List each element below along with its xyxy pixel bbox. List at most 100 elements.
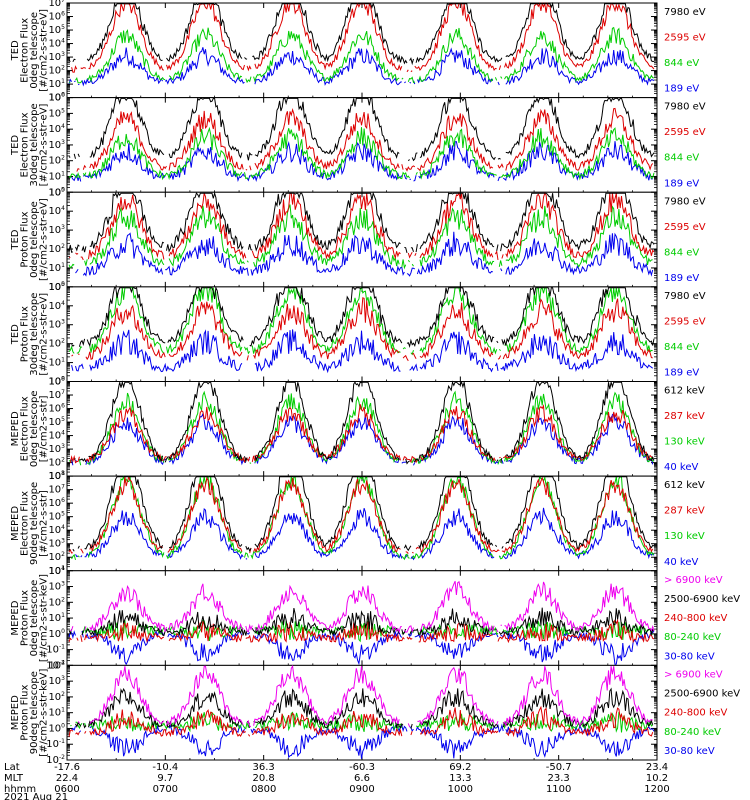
y-tick-label: 100 xyxy=(48,281,65,293)
y-tick-label: 105 xyxy=(48,511,65,523)
y-tick-label: 104 xyxy=(48,205,65,217)
channel-label: 2595 eV xyxy=(664,127,706,138)
x-tick-lat: 69.2 xyxy=(449,762,471,773)
y-tick-label: 106 xyxy=(48,497,65,509)
channel-series-1 xyxy=(68,607,655,637)
y-tick-label: 104 xyxy=(48,659,65,671)
channel-series-0 xyxy=(68,1,655,66)
channel-trace xyxy=(68,705,654,738)
channel-label: 40 keV xyxy=(664,557,698,568)
y-tick-label: 108 xyxy=(48,376,65,388)
date-label: 2021 Aug 21 xyxy=(4,792,68,800)
y-tick-label: 105 xyxy=(48,186,65,198)
channel-label: 2500-6900 keV xyxy=(664,689,740,700)
channel-label: 130 keV xyxy=(664,531,705,542)
y-tick-label: 101 xyxy=(48,565,65,577)
channel-label: 2595 eV xyxy=(664,33,706,44)
x-tick-mlt: 20.8 xyxy=(253,773,275,784)
x-row-label-mlt: MLT xyxy=(4,773,24,784)
channel-label: 189 eV xyxy=(664,178,699,189)
channel-trace xyxy=(68,191,655,261)
channel-trace xyxy=(68,191,655,254)
y-tick-label: 106 xyxy=(48,92,65,104)
channel-series-0 xyxy=(70,580,655,634)
channel-label: 30-80 keV xyxy=(664,651,715,662)
channel-series-1 xyxy=(68,191,655,261)
channel-label: 240-800 keV xyxy=(664,708,728,719)
channel-label: 80-240 keV xyxy=(664,632,721,643)
y-tick-label: 102 xyxy=(48,243,65,255)
y-tick-label: 102 xyxy=(48,155,65,167)
y-tick-label: 105 xyxy=(48,281,65,293)
channel-trace xyxy=(71,329,654,374)
channel-label: 30-80 keV xyxy=(664,746,715,757)
y-tick-label: 104 xyxy=(48,524,65,536)
y-tick-label: 102 xyxy=(48,65,65,77)
panel-ylabel: TEDElectron Flux30deg telescope[#/cm2-s-… xyxy=(10,103,50,186)
x-tick-lat: -60.3 xyxy=(349,762,375,773)
panel-frame xyxy=(66,475,658,572)
channel-label: > 6900 keV xyxy=(664,575,723,586)
channel-trace xyxy=(68,390,655,466)
y-tick-label: 105 xyxy=(48,416,65,428)
x-tick-lat: -17.6 xyxy=(54,762,80,773)
channel-label: 844 eV xyxy=(664,58,699,69)
channel-trace xyxy=(71,141,653,183)
channel-series-0 xyxy=(77,664,653,728)
x-tick-mlt: 22.4 xyxy=(56,773,78,784)
channel-label: 189 eV xyxy=(664,84,699,95)
x-tick-mlt: 9.7 xyxy=(157,773,173,784)
channel-trace xyxy=(68,618,655,644)
channel-trace xyxy=(69,404,654,464)
x-tick-mlt: 13.3 xyxy=(449,773,471,784)
x-tick-mlt: 6.6 xyxy=(354,773,370,784)
y-tick-label: 102 xyxy=(48,338,65,350)
y-tick-label: 103 xyxy=(48,538,65,550)
channel-label: > 6900 keV xyxy=(664,669,723,680)
channel-label: 612 keV xyxy=(664,480,705,491)
channel-label: 189 eV xyxy=(664,273,699,284)
x-tick-lat: -50.7 xyxy=(546,762,572,773)
y-tick-label: 103 xyxy=(48,319,65,331)
panel-ylabel: MEPEDProton Flux0deg telescope[#/cm2-s-s… xyxy=(10,574,50,662)
channel-series-0 xyxy=(71,285,655,348)
y-tick-label: 102 xyxy=(48,596,65,608)
channel-label: 130 keV xyxy=(664,437,705,448)
y-tick-label: 107 xyxy=(48,389,65,401)
channel-label: 844 eV xyxy=(664,247,699,258)
channel-series-0 xyxy=(68,191,655,254)
y-tick-label: 103 xyxy=(48,224,65,236)
y-tick-label: 103 xyxy=(48,675,65,687)
channel-series-2 xyxy=(68,618,655,644)
y-tick-label: 100 xyxy=(48,628,65,640)
channel-trace xyxy=(68,26,655,84)
panel-ylabel: MEPEDElectron Flux0deg telescope[#/cm2-s… xyxy=(10,390,50,467)
channel-trace xyxy=(75,231,654,277)
channel-series-2 xyxy=(68,705,654,738)
y-tick-label: 101 xyxy=(48,707,65,719)
panel-ylabel: TEDProton Flux0deg telescope[#/cm2-s-str… xyxy=(10,198,50,281)
y-tick-label: 103 xyxy=(48,581,65,593)
x-tick-lat: -10.4 xyxy=(152,762,178,773)
channel-series-2 xyxy=(68,390,655,466)
channel-label: 287 keV xyxy=(664,411,705,422)
y-tick-label: 101 xyxy=(48,470,65,482)
panel-ylabel: TEDProton Flux30deg telescope[#/cm2-s-st… xyxy=(10,293,50,376)
channel-series-2 xyxy=(68,126,655,181)
channel-series-1 xyxy=(76,107,654,172)
channel-label: 2500-6900 keV xyxy=(664,594,740,605)
channel-label: 7980 eV xyxy=(664,291,706,302)
y-tick-label: 100 xyxy=(48,376,65,388)
channel-series-1 xyxy=(69,404,654,464)
y-tick-label: 104 xyxy=(48,565,65,577)
x-tick-mlt: 23.3 xyxy=(548,773,570,784)
channel-label: 80-240 keV xyxy=(664,727,721,738)
y-tick-label: 100 xyxy=(48,722,65,734)
y-tick-label: 103 xyxy=(48,51,65,63)
